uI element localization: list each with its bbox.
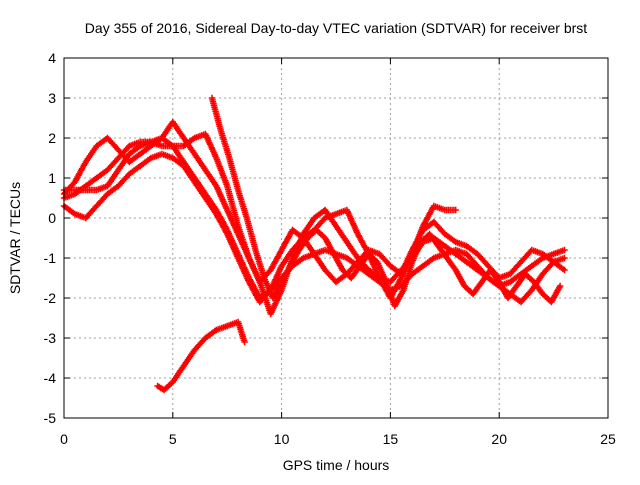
y-tick-label: -1 — [44, 250, 57, 266]
grid — [64, 58, 608, 418]
x-tick-label: 20 — [491, 431, 507, 447]
series-layer — [60, 94, 568, 394]
x-axis-label: GPS time / hours — [283, 457, 390, 473]
chart-title: Day 355 of 2016, Sidereal Day-to-day VTE… — [85, 20, 587, 36]
plot-frame — [63, 57, 609, 419]
series-day6 — [154, 318, 248, 394]
x-tick-label: 5 — [169, 431, 177, 447]
y-tick-label: -3 — [44, 330, 57, 346]
series-day5 — [208, 94, 564, 310]
y-tick-label: 3 — [48, 90, 56, 106]
x-tick-label: 10 — [274, 431, 290, 447]
series-markers-day5 — [208, 94, 564, 310]
x-tick-label: 25 — [600, 431, 616, 447]
x-tick-label: 0 — [60, 431, 68, 447]
y-tick-label: 1 — [48, 170, 56, 186]
y-tick-label: -5 — [44, 410, 57, 426]
y-tick-label: 4 — [48, 50, 56, 66]
y-tick-label: 0 — [48, 210, 56, 226]
y-tick-label: 2 — [48, 130, 56, 146]
y-axis-label: SDTVAR / TECUs — [7, 182, 23, 294]
y-ticks: -5 -4 -3 -2 -1 0 1 2 3 4 — [44, 50, 608, 426]
x-tick-label: 15 — [383, 431, 399, 447]
x-ticks: 0 5 10 15 20 25 — [60, 58, 616, 447]
y-tick-label: -2 — [44, 290, 57, 306]
y-tick-label: -4 — [44, 370, 57, 386]
series-markers-day6 — [154, 318, 248, 394]
